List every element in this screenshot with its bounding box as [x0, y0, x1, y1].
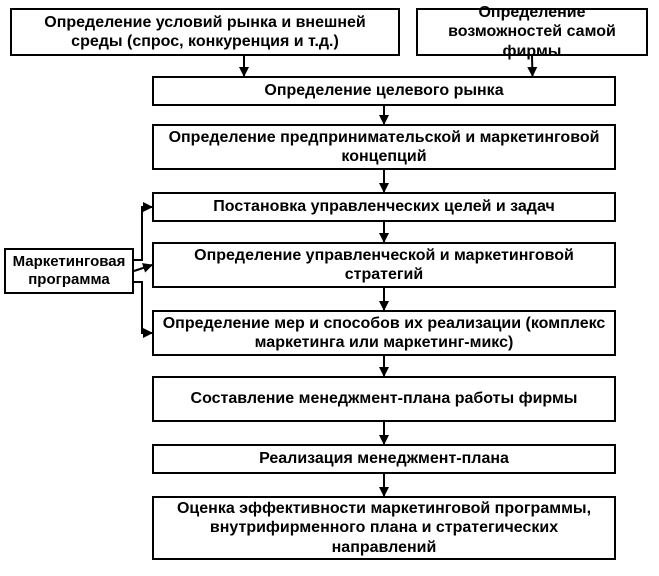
node-label: Определение условий рынка и внешней сред…: [18, 13, 392, 51]
node-label: Определение возможностей самой фирмы: [424, 3, 640, 61]
node-label: Маркетинговая программа: [12, 253, 126, 289]
flowchart-node-n3: Определение целевого рынка: [152, 76, 616, 106]
node-label: Оценка эффективности маркетинговой прогр…: [160, 499, 608, 557]
flowchart-node-n5: Постановка управленческих целей и задач: [152, 192, 616, 222]
edge-mp-n6: [134, 265, 152, 271]
flowchart-node-n1: Определение условий рынка и внешней сред…: [10, 8, 400, 56]
edge-mp-n5: [134, 207, 152, 260]
flowchart-node-n2: Определение возможностей самой фирмы: [416, 8, 648, 56]
flowchart-node-n10: Оценка эффективности маркетинговой прогр…: [152, 496, 616, 560]
node-label: Определение мер и способов их реализации…: [160, 314, 608, 352]
node-label: Определение целевого рынка: [264, 81, 503, 100]
node-label: Определение управленческой и маркетингов…: [160, 246, 608, 284]
node-label: Реализация менеджмент-плана: [259, 449, 509, 468]
flowchart-node-n8: Составление менеджмент-плана работы фирм…: [152, 376, 616, 422]
flowchart-node-n7: Определение мер и способов их реализации…: [152, 310, 616, 356]
node-label: Постановка управленческих целей и задач: [213, 197, 555, 216]
flowchart-node-n9: Реализация менеджмент-плана: [152, 444, 616, 474]
edge-mp-n7: [134, 282, 152, 333]
node-label: Определение предпринимательской и маркет…: [160, 128, 608, 166]
flowchart-node-n4: Определение предпринимательской и маркет…: [152, 124, 616, 170]
flowchart-node-mp: Маркетинговая программа: [4, 248, 134, 294]
flowchart-stage: Определение условий рынка и внешней сред…: [0, 0, 659, 576]
node-label: Составление менеджмент-плана работы фирм…: [191, 389, 578, 408]
flowchart-node-n6: Определение управленческой и маркетингов…: [152, 242, 616, 288]
